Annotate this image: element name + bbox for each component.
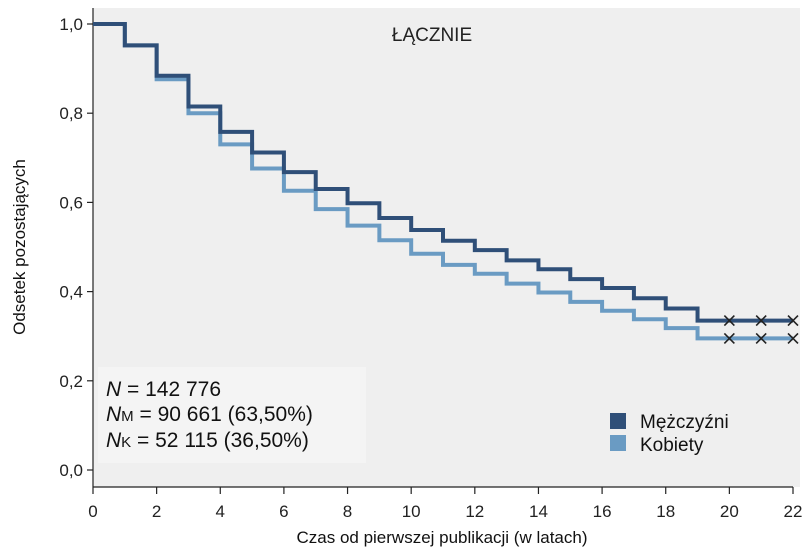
series-layer [93, 22, 799, 344]
censor-mark-women [723, 332, 735, 344]
y-tick-label: 0,4 [59, 283, 83, 302]
stats-nm-subscript: M [121, 408, 134, 425]
censor-mark-women [755, 332, 767, 344]
stats-nk-value: = 52 115 (36,50%) [131, 429, 309, 452]
stats-box [98, 367, 366, 463]
legend-swatch-women [610, 435, 626, 451]
series-line-men [93, 22, 793, 323]
legend-swatch-men [610, 413, 626, 429]
x-tick-label: 16 [593, 502, 612, 521]
stats-nk-symbol: N [106, 429, 122, 452]
x-tick-label: 12 [465, 502, 484, 521]
y-axis: 0,0 0,2 0,4 0,6 0,8 1,0 [59, 8, 94, 487]
legend-label-women: Kobiety [640, 435, 704, 456]
stats-nm-value: = 90 661 (63,50%) [134, 403, 313, 426]
stats-n-symbol: N [106, 378, 122, 401]
x-axis: 0 2 4 6 8 10 12 14 16 18 20 22 [88, 486, 803, 521]
stats-n-men: NM = 90 661 (63,50%) [106, 403, 313, 426]
x-tick-label: 8 [343, 502, 352, 521]
y-tick-label: 1,0 [59, 15, 83, 34]
censor-mark-men [723, 315, 735, 327]
y-axis-title: Odsetek pozostających [10, 159, 29, 335]
censor-mark-women [787, 332, 799, 344]
censor-mark-men [787, 315, 799, 327]
stats-nm-symbol: N [106, 403, 122, 426]
x-tick-label: 20 [720, 502, 739, 521]
y-tick-label: 0,0 [59, 461, 83, 480]
x-tick-label: 2 [152, 502, 161, 521]
legend: Mężczyźni Kobiety [610, 412, 729, 456]
x-tick-label: 0 [88, 502, 97, 521]
legend-label-men: Mężczyźni [640, 412, 729, 433]
x-tick-label: 10 [402, 502, 421, 521]
x-tick-label: 4 [216, 502, 225, 521]
x-tick-label: 14 [529, 502, 548, 521]
y-tick-label: 0,2 [59, 372, 83, 391]
stats-n-value: = 142 776 [121, 378, 221, 401]
stats-n-total: N = 142 776 [106, 378, 221, 401]
x-tick-label: 6 [279, 502, 288, 521]
series-line-women [93, 22, 793, 341]
stats-nk-subscript: K [121, 434, 131, 451]
x-axis-title: Czas od pierwszej publikacji (w latach) [296, 528, 587, 547]
y-tick-label: 0,6 [59, 193, 83, 212]
stats-n-women: NK = 52 115 (36,50%) [106, 429, 309, 452]
censor-mark-men [755, 315, 767, 327]
x-tick-label: 18 [656, 502, 675, 521]
y-tick-label: 0,8 [59, 104, 83, 123]
x-tick-label: 22 [784, 502, 803, 521]
chart-title: ŁĄCZNIE [392, 25, 472, 46]
